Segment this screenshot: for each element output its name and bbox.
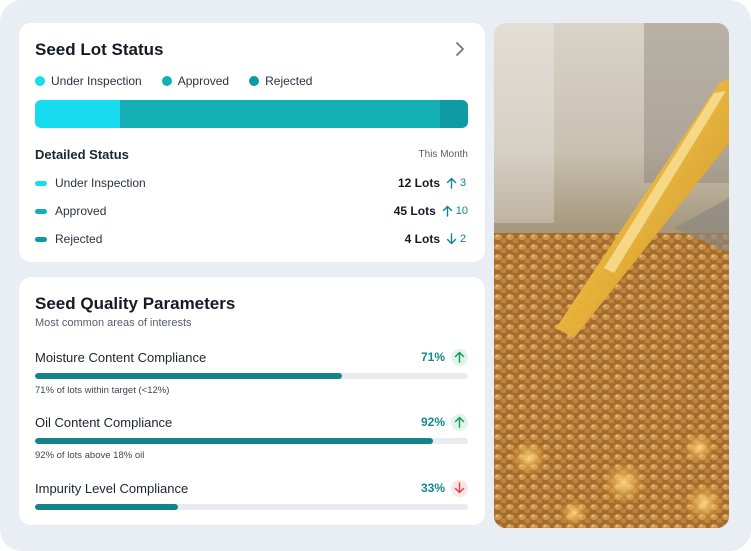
legend-item-rejected: Rejected <box>249 74 312 88</box>
param-moisture: Moisture Content Compliance 71% 71% of l… <box>35 347 468 396</box>
arrow-up-icon <box>446 177 457 189</box>
status-pill <box>35 208 47 214</box>
arrow-down-icon <box>454 482 465 494</box>
param-percent: 33% <box>420 481 445 495</box>
param-label: Oil Content Compliance <box>35 414 173 430</box>
progress-fill <box>35 504 178 510</box>
row-count: 4 Lots <box>404 232 440 246</box>
seed-oil-image <box>494 23 729 528</box>
progress-track <box>35 438 468 444</box>
param-impurity: Impurity Level Compliance 33% <box>35 478 468 510</box>
card-title: Seed Quality Parameters <box>35 294 236 313</box>
card-title: Seed Lot Status <box>35 40 164 59</box>
card-subtitle: Most common areas of interests <box>35 317 192 329</box>
row-change: 10 <box>442 205 468 217</box>
legend-dot <box>161 76 172 86</box>
chevron-right-icon[interactable] <box>453 41 467 57</box>
change-value: 2 <box>460 233 467 245</box>
stack-segment-under-inspection <box>35 100 121 128</box>
seed-quality-card: Seed Quality Parameters Most common area… <box>19 277 485 525</box>
param-oil: Oil Content Compliance 92% 92% of lots a… <box>35 412 468 461</box>
trend-badge <box>451 348 468 366</box>
status-row-under-inspection: Under Inspection 12 Lots 3 <box>35 174 468 192</box>
row-change: 3 <box>446 177 468 189</box>
row-count: 12 Lots <box>397 176 440 190</box>
legend-label: Rejected <box>265 74 313 88</box>
legend-item-approved: Approved <box>161 74 230 88</box>
trend-badge <box>451 413 468 431</box>
row-label: Approved <box>55 204 107 218</box>
stack-segment-rejected <box>439 100 468 128</box>
legend-dot <box>35 76 45 86</box>
detailed-status-title: Detailed Status <box>35 147 129 162</box>
status-stacked-bar <box>35 100 468 128</box>
arrow-up-icon <box>454 416 465 428</box>
legend-label: Under Inspection <box>51 74 142 88</box>
legend-dot <box>249 76 260 86</box>
row-count: 45 Lots <box>393 204 436 218</box>
arrow-down-icon <box>446 233 457 245</box>
progress-fill <box>35 438 434 444</box>
progress-track <box>35 373 468 379</box>
param-percent: 71% <box>420 350 445 364</box>
status-row-rejected: Rejected 4 Lots 2 <box>35 230 468 248</box>
arrow-up-icon <box>442 205 452 217</box>
progress-fill <box>35 373 343 379</box>
row-label: Under Inspection <box>55 176 146 190</box>
param-label: Moisture Content Compliance <box>35 349 207 365</box>
change-value: 3 <box>460 177 467 189</box>
status-legend: Under Inspection Approved Rejected <box>35 74 312 88</box>
seed-oil-photo <box>494 23 729 528</box>
legend-label: Approved <box>177 74 230 88</box>
status-row-approved: Approved 45 Lots 10 <box>35 202 468 220</box>
status-pill <box>35 236 47 242</box>
period-label: This Month <box>418 149 468 160</box>
seed-lot-status-card: Seed Lot Status Under Inspection Approve… <box>19 23 485 262</box>
detailed-status-header: Detailed Status This Month <box>35 147 468 162</box>
status-pill <box>35 180 47 186</box>
progress-track <box>35 504 468 510</box>
row-change: 2 <box>446 233 468 245</box>
param-note: 71% of lots within target (<12%) <box>35 385 170 396</box>
param-label: Impurity Level Compliance <box>35 480 189 496</box>
legend-item-under-inspection: Under Inspection <box>35 74 142 88</box>
trend-badge <box>451 479 468 497</box>
arrow-up-icon <box>454 351 465 363</box>
stack-segment-approved <box>120 100 440 128</box>
change-value: 10 <box>455 205 468 217</box>
param-percent: 92% <box>420 415 445 429</box>
param-note: 92% of lots above 18% oil <box>35 450 145 461</box>
row-label: Rejected <box>55 232 103 246</box>
